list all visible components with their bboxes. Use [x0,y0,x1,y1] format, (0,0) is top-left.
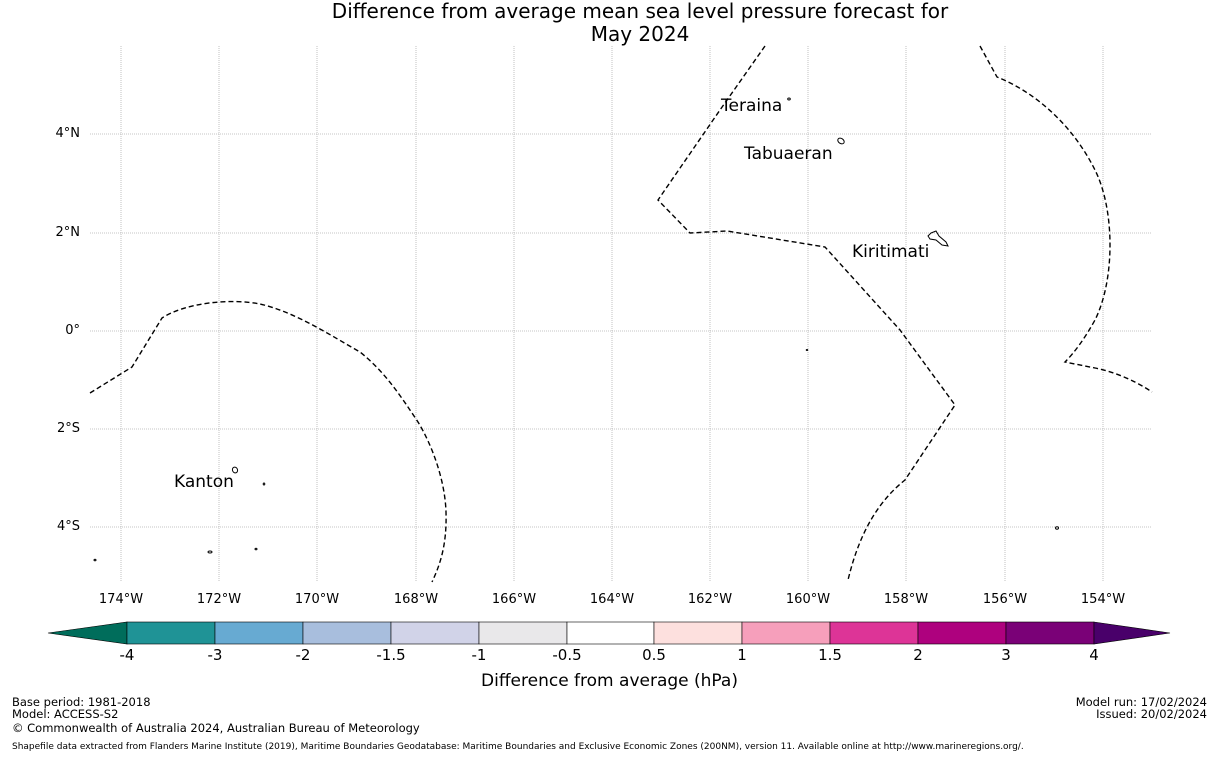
colorbar-segment-1 [126,621,216,645]
eez-boundary-phoenix [89,300,447,583]
colorbar-label-4: 4 [1089,646,1099,664]
place-label-tabuaeran: Tabuaeran [744,144,833,164]
lon-tick-174w: 174°W [98,592,144,607]
colorbar-label-minus-2: -2 [295,646,311,664]
colorbar [47,621,1171,645]
footer-copyright: © Commonwealth of Australia 2024, Austra… [12,721,420,735]
eez-boundary-east [979,45,1153,393]
island-kanton [231,466,239,474]
lon-tick-166w: 166°W [491,592,537,607]
footer-model: Model: ACCESS-S2 [12,707,119,721]
colorbar-label-1-5: 1.5 [818,646,842,664]
colorbar-label-1: 1 [737,646,747,664]
lat-tick-2s: 2°S [56,421,80,436]
lon-tick-170w: 170°W [294,592,340,607]
colorbar-segment-5 [478,621,568,645]
footer-issued: Issued: 20/02/2024 [1096,707,1207,721]
lon-tick-158w: 158°W [883,592,929,607]
colorbar-segment-over [1093,621,1171,645]
map-canvas [47,45,1171,645]
lat-tick-2n: 2°N [55,225,81,240]
lon-tick-154w: 154°W [1080,592,1126,607]
colorbar-label-2: 2 [913,646,923,664]
colorbar-segment-2 [214,621,304,645]
colorbar-label-minus-1-5: -1.5 [376,646,406,664]
place-label-kiritimati: Kiritimati [852,242,930,262]
lon-tick-172w: 172°W [196,592,242,607]
island-tabuaeran [837,137,845,145]
islands [93,97,1059,562]
island-small-3 [254,547,258,551]
colorbar-label-minus-1: -1 [471,646,487,664]
lon-tick-160w: 160°W [785,592,831,607]
island-small-5 [805,349,809,351]
colorbar-segment-8 [741,621,831,645]
title-line-1: Difference from average mean sea level p… [331,0,949,23]
chart-title: Difference from average mean sea level p… [0,0,1219,46]
colorbar-segment-4 [390,621,480,645]
colorbar-label-minus-4: -4 [119,646,135,664]
footer-base-period: Base period: 1981-2018 [12,695,151,709]
lon-tick-168w: 168°W [393,592,439,607]
eez-boundary-line-islands [657,45,956,581]
island-small-4 [93,558,97,562]
island-small-2 [207,550,213,554]
colorbar-label-minus-3: -3 [207,646,223,664]
colorbar-segment-9 [829,621,919,645]
lat-tick-0: 0° [65,323,80,338]
lon-tick-164w: 164°W [589,592,635,607]
footer-shapefile-credit: Shapefile data extracted from Flanders M… [12,742,1024,752]
colorbar-segment-7 [653,621,743,645]
colorbar-segment-3 [302,621,392,645]
colorbar-segment-6 [566,621,655,645]
colorbar-label-minus-0-5: -0.5 [552,646,582,664]
lat-tick-4n: 4°N [55,126,81,141]
island-kiritimati [927,230,949,247]
lon-tick-156w: 156°W [982,592,1028,607]
footer-model-run: Model run: 17/02/2024 [1075,695,1207,709]
colorbar-label-0-5: 0.5 [642,646,666,664]
colorbar-segment-under [47,621,128,645]
colorbar-segment-11 [1005,621,1095,645]
title-line-2: May 2024 [590,22,690,46]
colorbar-segment-10 [917,621,1007,645]
lon-tick-162w: 162°W [687,592,733,607]
island-small-1 [262,482,266,486]
island-small-6 [1055,526,1059,530]
colorbar-title: Difference from average (hPa) [481,671,738,691]
colorbar-label-3: 3 [1001,646,1011,664]
place-label-kanton: Kanton [174,472,234,492]
gridlines [90,46,1152,581]
place-label-teraina: Teraina [721,96,783,116]
island-teraina [787,97,791,101]
lat-tick-4s: 4°S [56,519,80,534]
